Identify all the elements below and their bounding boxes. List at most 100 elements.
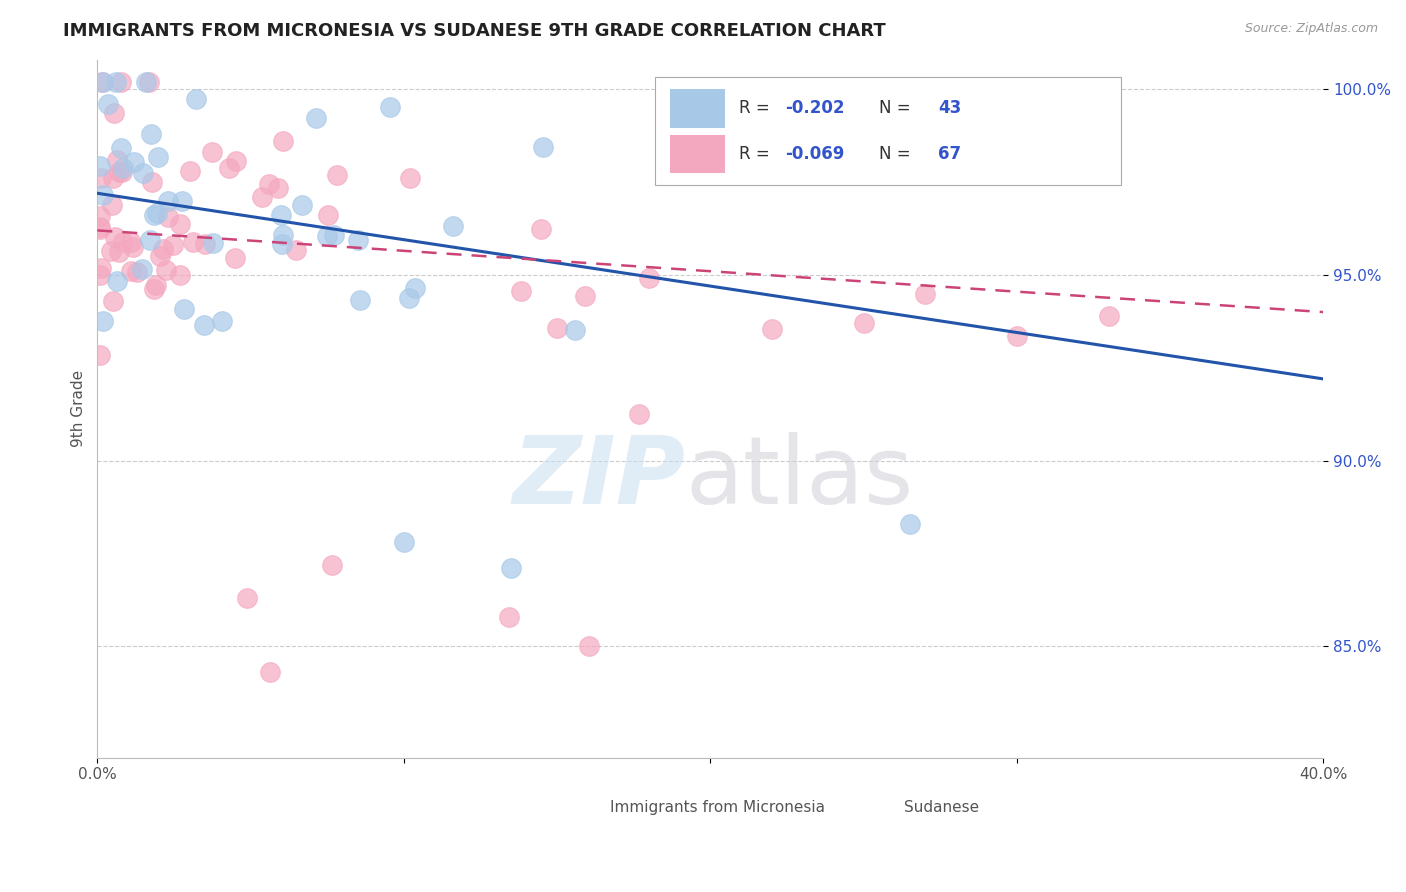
- Point: [305, 111, 328, 125]
- Point: [852, 316, 875, 330]
- Point: [273, 134, 295, 148]
- Text: Sudanese: Sudanese: [904, 800, 979, 815]
- Point: [259, 665, 281, 680]
- Point: [202, 236, 225, 251]
- Text: R =: R =: [738, 145, 775, 163]
- Point: [200, 145, 222, 159]
- Bar: [564, 797, 602, 825]
- Text: 43: 43: [938, 100, 962, 118]
- Point: [155, 263, 177, 277]
- Point: [441, 219, 464, 234]
- Point: [184, 92, 207, 106]
- Point: [392, 535, 415, 549]
- Point: [349, 293, 371, 307]
- Point: [156, 210, 179, 224]
- Point: [270, 208, 292, 222]
- Point: [91, 75, 114, 89]
- Text: N =: N =: [880, 145, 917, 163]
- Point: [179, 164, 201, 178]
- Text: -0.202: -0.202: [785, 100, 845, 118]
- Point: [89, 348, 111, 362]
- Point: [111, 164, 134, 178]
- Text: IMMIGRANTS FROM MICRONESIA VS SUDANESE 9TH GRADE CORRELATION CHART: IMMIGRANTS FROM MICRONESIA VS SUDANESE 9…: [63, 22, 886, 40]
- Point: [107, 274, 129, 288]
- Point: [501, 561, 523, 575]
- Point: [97, 97, 120, 112]
- Point: [194, 237, 217, 252]
- Point: [112, 235, 135, 250]
- Point: [346, 233, 368, 247]
- Point: [578, 639, 600, 653]
- Point: [108, 164, 131, 178]
- Point: [914, 286, 936, 301]
- Point: [181, 235, 204, 250]
- Point: [89, 210, 111, 224]
- Text: Source: ZipAtlas.com: Source: ZipAtlas.com: [1244, 22, 1378, 36]
- Point: [104, 229, 127, 244]
- Point: [546, 321, 568, 335]
- Point: [139, 127, 162, 141]
- Text: atlas: atlas: [686, 433, 914, 524]
- Text: 67: 67: [938, 145, 962, 163]
- Point: [291, 198, 314, 212]
- Point: [316, 208, 339, 222]
- Bar: [669, 135, 725, 173]
- Point: [149, 249, 172, 263]
- Point: [266, 180, 288, 194]
- Point: [100, 244, 122, 258]
- Point: [156, 194, 179, 209]
- Point: [101, 293, 124, 308]
- Point: [531, 140, 554, 154]
- Point: [89, 159, 111, 173]
- Point: [322, 228, 344, 243]
- Point: [152, 242, 174, 256]
- Point: [132, 166, 155, 180]
- Point: [169, 217, 191, 231]
- Point: [224, 251, 246, 265]
- Point: [141, 175, 163, 189]
- Point: [325, 168, 347, 182]
- Point: [170, 194, 193, 208]
- Point: [574, 289, 596, 303]
- Point: [90, 75, 112, 89]
- Point: [218, 161, 240, 175]
- Point: [101, 171, 124, 186]
- Point: [120, 264, 142, 278]
- Point: [1098, 309, 1121, 323]
- Text: ZIP: ZIP: [513, 433, 686, 524]
- Text: Immigrants from Micronesia: Immigrants from Micronesia: [610, 800, 825, 815]
- Point: [110, 141, 132, 155]
- Point: [628, 407, 651, 421]
- Point: [321, 558, 343, 572]
- Point: [105, 153, 128, 168]
- Point: [112, 161, 135, 175]
- Point: [90, 261, 112, 276]
- Point: [169, 268, 191, 282]
- Point: [717, 152, 740, 166]
- Point: [564, 323, 586, 337]
- FancyBboxPatch shape: [655, 77, 1121, 186]
- Point: [162, 238, 184, 252]
- Bar: [858, 797, 897, 825]
- Point: [638, 270, 661, 285]
- Point: [122, 154, 145, 169]
- Point: [498, 609, 520, 624]
- Point: [270, 236, 292, 251]
- Point: [236, 591, 259, 605]
- Point: [1005, 329, 1028, 343]
- Point: [135, 75, 157, 89]
- Y-axis label: 9th Grade: 9th Grade: [72, 370, 86, 447]
- Point: [273, 227, 295, 242]
- Point: [530, 221, 553, 235]
- Point: [145, 206, 167, 220]
- Point: [89, 268, 111, 283]
- Point: [143, 208, 166, 222]
- Point: [139, 233, 162, 247]
- Point: [103, 105, 125, 120]
- Point: [761, 321, 783, 335]
- Point: [125, 265, 148, 279]
- Point: [93, 314, 115, 328]
- Point: [91, 188, 114, 202]
- Point: [131, 262, 153, 277]
- Point: [399, 170, 422, 185]
